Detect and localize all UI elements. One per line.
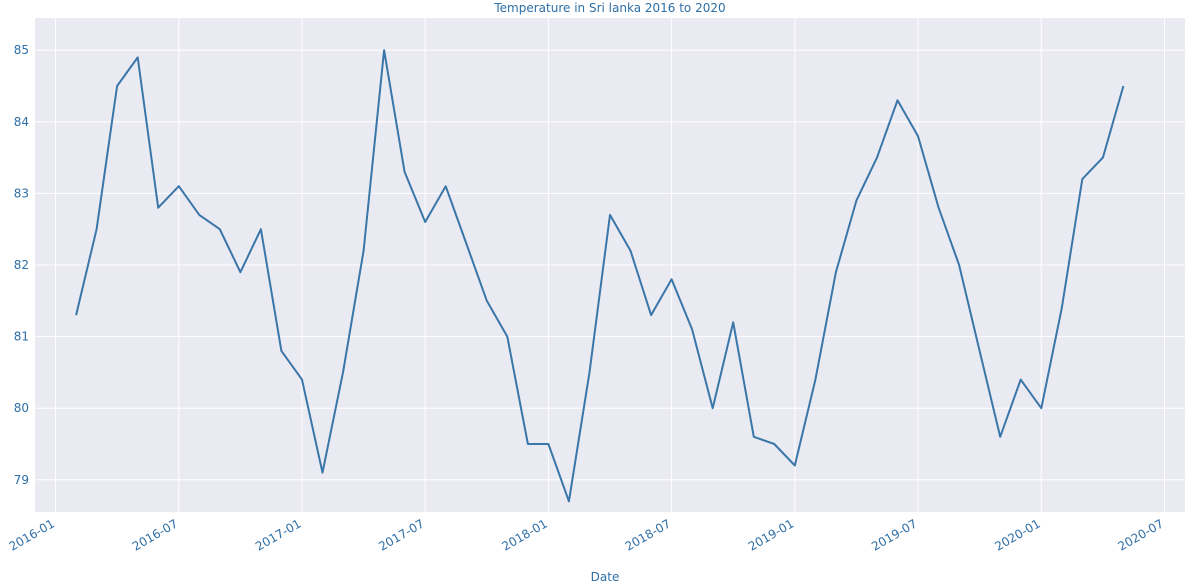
x-axis-label: Date — [591, 570, 620, 584]
x-tick-label: 2019-07 — [869, 516, 919, 553]
y-tick-label: 84 — [14, 115, 29, 129]
y-tick-label: 83 — [14, 186, 29, 200]
y-tick-label: 85 — [14, 43, 29, 57]
x-tick-label: 2020-07 — [1116, 516, 1166, 553]
x-tick-label: 2018-07 — [623, 516, 673, 553]
y-tick-label: 81 — [14, 330, 29, 344]
data-line — [75, 49, 1125, 503]
y-tick-label: 80 — [14, 401, 29, 415]
x-tick-label: 2017-01 — [253, 516, 303, 553]
x-tick-label: 2016-01 — [7, 516, 57, 553]
x-tick-label: 2018-01 — [499, 516, 549, 553]
y-tick-label: 82 — [14, 258, 29, 272]
x-tick-label: 2017-07 — [376, 516, 426, 553]
x-tick-label: 2019-01 — [746, 516, 796, 553]
y-tick-label: 79 — [14, 473, 29, 487]
x-tick-label: 2016-07 — [130, 516, 180, 553]
chart-title: Temperature in Sri lanka 2016 to 2020 — [493, 1, 725, 15]
x-tick-label: 2020-01 — [992, 516, 1042, 553]
